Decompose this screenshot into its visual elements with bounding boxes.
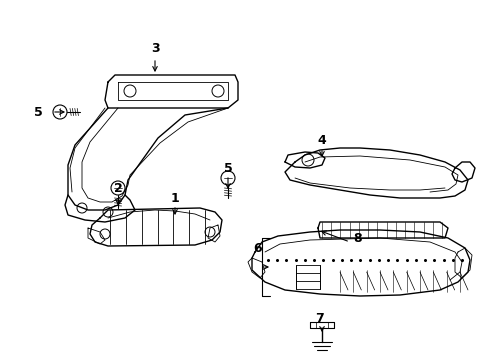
Text: 2: 2 [113, 181, 122, 194]
Text: 7: 7 [315, 311, 324, 324]
Text: 5: 5 [223, 162, 232, 175]
Text: 1: 1 [170, 192, 179, 204]
Text: 3: 3 [150, 41, 159, 54]
Text: 6: 6 [253, 242, 262, 255]
Text: 4: 4 [317, 134, 325, 147]
Text: 5: 5 [34, 105, 42, 118]
Text: 8: 8 [353, 231, 362, 244]
